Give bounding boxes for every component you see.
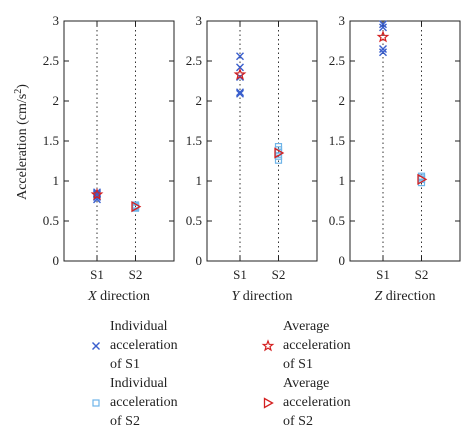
y-tick-label: 1.5 — [186, 133, 202, 148]
x-tick-label: S1 — [376, 267, 390, 282]
y-tick-label: 1 — [53, 173, 60, 188]
y-tick-label: 3 — [339, 13, 346, 28]
legend-text-line: of S2 — [110, 414, 140, 429]
legend: Individual acceleration of S1 Average accele… — [92, 319, 351, 429]
y-tick-label: 2 — [53, 93, 60, 108]
direction-letter: Y — [231, 289, 241, 304]
marker-average-s2 — [417, 173, 428, 186]
legend-text-line: Average — [283, 376, 329, 391]
y-tick-label: 2.5 — [186, 53, 202, 68]
marker-average-s1 — [233, 67, 247, 81]
marker-average-s1 — [90, 187, 104, 201]
marker-individual-s1-stroke-b — [236, 63, 244, 72]
y-tick-label: 0.5 — [186, 213, 202, 228]
marker-individual-s1-stroke-b — [236, 52, 244, 61]
y-tick-label: 2.5 — [329, 53, 345, 68]
x-tick-label: S2 — [272, 267, 286, 282]
marker-individual-s1-stroke-b — [379, 45, 387, 53]
panel-frame — [63, 20, 175, 262]
legend-text-line: of S1 — [283, 357, 313, 372]
marker-individual-s1 — [236, 63, 244, 72]
marker-individual-s1 — [379, 20, 387, 29]
marker-individual-s1 — [236, 89, 244, 98]
direction-word: direction — [239, 289, 292, 304]
panel-frame — [206, 20, 318, 262]
legend-marker — [261, 339, 275, 352]
direction-word: direction — [97, 289, 150, 304]
marker-individual-s1-stroke-b — [236, 88, 244, 97]
legend-text-line: Individual — [110, 376, 168, 391]
y-tick-label: 0 — [339, 253, 346, 268]
y-tick-label: 1 — [339, 173, 346, 188]
y-tick-label: 2 — [339, 93, 346, 108]
legend-marker — [263, 397, 274, 409]
marker-average-s1 — [376, 30, 390, 43]
y-tick-label: 0.5 — [43, 213, 59, 228]
y-tick-label: 0 — [53, 253, 60, 268]
direction-word: direction — [382, 289, 435, 304]
legend-text-line: acceleration — [110, 338, 178, 353]
y-tick-label: 0.5 — [329, 213, 345, 228]
direction-letter: X — [87, 289, 97, 304]
legend-text-line: acceleration — [283, 395, 351, 410]
marker-average-s2 — [131, 200, 142, 213]
marker-individual-s1-stroke-b — [379, 23, 387, 32]
x-tick-label: S1 — [233, 267, 247, 282]
legend-text-line: acceleration — [283, 338, 351, 353]
legend-marker — [92, 342, 100, 350]
direction-label: Y direction — [231, 289, 292, 304]
panel-z: 0 0.5 1 1.5 2 2.5 3 S1 S2 Z direction — [329, 13, 461, 304]
x-tick-label: S2 — [415, 267, 429, 282]
y-tick-label: 0 — [196, 253, 203, 268]
direction-letter: Z — [374, 289, 382, 304]
y-tick-label: 2 — [196, 93, 203, 108]
y-tick-label: 3 — [53, 13, 60, 28]
panel-y: 0 0.5 1 1.5 2 2.5 3 S1 S2 Y direction — [186, 13, 318, 304]
y-tick-label: 1.5 — [329, 133, 345, 148]
panel-frame — [349, 20, 461, 262]
marker-individual-s2 — [274, 156, 283, 164]
marker-individual-s1-stroke-b — [379, 48, 387, 57]
marker-individual-s1 — [379, 48, 387, 57]
x-tick-label: S2 — [129, 267, 143, 282]
legend-marker-stroke-b — [92, 342, 100, 350]
marker-individual-s1 — [379, 45, 387, 53]
marker-individual-s1 — [379, 23, 387, 32]
panel-x: 0 0.5 1 1.5 2 2.5 3 S1 S2 X direction — [43, 13, 175, 304]
legend-entry-individual-s2: Individual acceleration of S2 — [92, 376, 178, 429]
legend-marker — [92, 399, 100, 407]
legend-text-line: of S2 — [283, 414, 313, 429]
legend-text-line: Individual — [110, 319, 168, 334]
y-tick-label: 2.5 — [43, 53, 59, 68]
x-tick-label: S1 — [90, 267, 104, 282]
direction-label: Z direction — [374, 289, 435, 304]
legend-text-line: Average — [283, 319, 329, 334]
legend-text-line: acceleration — [110, 395, 178, 410]
legend-text-line: of S1 — [110, 357, 140, 372]
y-tick-label: 1 — [196, 173, 203, 188]
direction-label: X direction — [87, 289, 150, 304]
marker-individual-s1 — [236, 88, 244, 97]
marker-individual-s1-stroke-b — [379, 20, 387, 29]
marker-individual-s1-stroke-b — [236, 89, 244, 98]
legend-entry-individual-s1: Individual acceleration of S1 — [92, 319, 178, 372]
panels: 0 0.5 1 1.5 2 2.5 3 S1 S2 X direction 0 0.5 1 1.5 2 2.5… — [43, 13, 461, 304]
y-tick-label: 1.5 — [43, 133, 59, 148]
marker-average-s2 — [274, 147, 285, 159]
legend-entry-average-s1: Average acceleration of S1 — [261, 319, 351, 372]
marker-individual-s1 — [236, 52, 244, 61]
y-tick-label: 3 — [196, 13, 203, 28]
y-axis-label: Acceleration (cm/s2) — [13, 84, 30, 200]
legend-entry-average-s2: Average acceleration of S2 — [263, 376, 351, 429]
